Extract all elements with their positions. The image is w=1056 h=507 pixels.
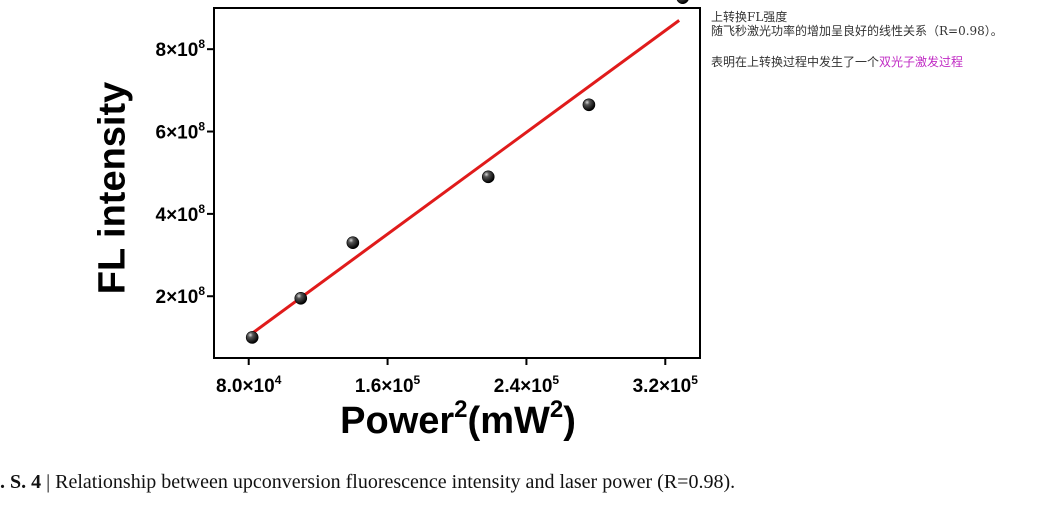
figure-caption: . S. 4 | Relationship between upconversi…	[0, 471, 735, 494]
annotation-line-1: 上转换FL强度	[711, 10, 788, 24]
x-tick-label: 1.6×105	[355, 373, 421, 397]
data-point	[676, 0, 689, 5]
data-point	[582, 98, 596, 112]
caption-text: Relationship between upconversion fluore…	[55, 471, 736, 493]
y-tick-label: 6×108	[156, 120, 206, 144]
fit-line	[251, 19, 681, 335]
caption-separator: |	[41, 471, 56, 493]
x-axis-label-end: )	[563, 400, 576, 442]
x-tick-label: 3.2×105	[633, 373, 699, 397]
data-point	[481, 170, 495, 184]
y-tick-label: 8×108	[156, 37, 206, 61]
y-axis-label: FL intensity	[91, 81, 134, 295]
x-tick-label: 8.0×104	[216, 373, 282, 397]
y-tick-label: 2×108	[156, 284, 206, 308]
data-points	[245, 0, 689, 344]
x-axis-label: Power2(mW2)	[340, 398, 576, 443]
data-point	[245, 331, 259, 344]
x-axis-label-sup2: 2	[549, 396, 564, 423]
plot-frame	[213, 7, 701, 359]
x-tick-label: 2.4×105	[494, 373, 560, 397]
annotation-line-3: 表明在上转换过程中发生了一个双光子激发过程	[711, 56, 963, 69]
x-axis-label-main: Power	[340, 400, 455, 442]
data-point	[346, 236, 360, 250]
chart-canvas: 8.0×104 1.6×105 2.4×105 3.2×105 2×108 4×108 6×…	[156, 0, 701, 397]
annotation-line-2: 随飞秒激光功率的增加呈良好的线性关系（R=0.98）。	[711, 24, 1003, 38]
annotation-highlight: 双光子激发过程	[879, 55, 964, 69]
tick-marks	[207, 48, 667, 365]
y-tick-label: 4×108	[156, 202, 206, 226]
x-axis-label-unit: (mW	[467, 400, 550, 442]
tick-labels: 8.0×104 1.6×105 2.4×105 3.2×105 2×108 4×108 6×…	[156, 37, 699, 397]
x-axis-label-sup1: 2	[454, 396, 468, 423]
annotation-line-3-text: 表明在上转换过程中发生了一个	[711, 55, 880, 69]
caption-figure-number: . S. 4	[0, 471, 42, 493]
data-point	[294, 291, 308, 305]
